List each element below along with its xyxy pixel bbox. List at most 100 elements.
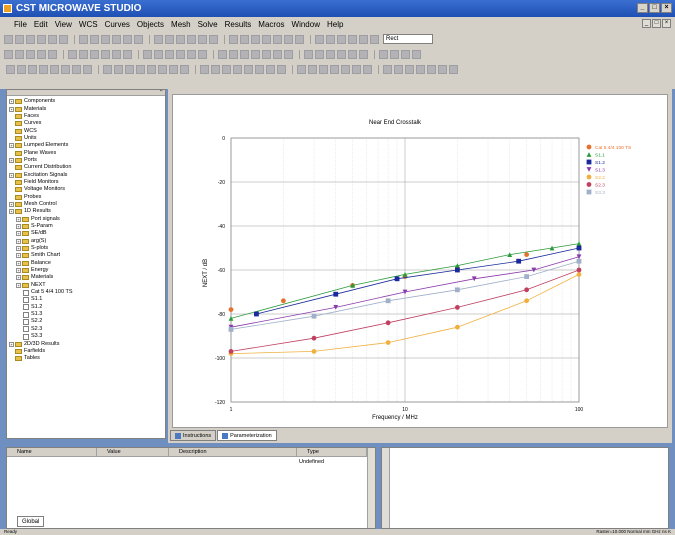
mdi-minimize-button[interactable]: _ xyxy=(642,19,651,28)
tree-node[interactable]: S2.3 xyxy=(9,326,165,333)
tree-node[interactable]: +2D/3D Results xyxy=(9,340,165,347)
tab-parameterization[interactable]: Parameterization xyxy=(217,430,277,441)
tree-node[interactable]: +1D Results xyxy=(9,208,165,215)
toolbar-button-icon[interactable] xyxy=(165,49,174,59)
toolbar-button-icon[interactable] xyxy=(341,64,350,74)
toolbar-button-icon[interactable] xyxy=(134,34,143,44)
tree-node[interactable]: + Energy xyxy=(9,267,165,274)
menu-window[interactable]: Window xyxy=(291,19,320,29)
toolbar-button-icon[interactable] xyxy=(48,49,57,59)
toolbar-button-icon[interactable] xyxy=(359,49,368,59)
expand-icon[interactable]: + xyxy=(9,172,14,178)
toolbar-button-icon[interactable] xyxy=(326,34,335,44)
toolbar-button-icon[interactable] xyxy=(251,34,260,44)
menu-results[interactable]: Results xyxy=(224,19,252,29)
toolbar-button-icon[interactable] xyxy=(112,34,121,44)
toolbar-button-icon[interactable] xyxy=(370,34,379,44)
tree-node[interactable]: + NEXT xyxy=(9,282,165,289)
expand-icon[interactable]: + xyxy=(16,238,21,244)
toolbar-button-icon[interactable] xyxy=(136,64,145,74)
toolbar-button-icon[interactable] xyxy=(61,64,70,74)
expand-icon[interactable]: + xyxy=(9,341,14,347)
toolbar-button-icon[interactable] xyxy=(412,49,421,59)
tree-node[interactable]: Curves xyxy=(9,120,165,127)
menu-view[interactable]: View xyxy=(54,19,72,29)
expand-icon[interactable]: + xyxy=(16,275,21,281)
toolbar-button-icon[interactable] xyxy=(200,64,209,74)
toolbar-button-icon[interactable] xyxy=(79,49,88,59)
expand-icon[interactable]: + xyxy=(9,201,14,207)
toolbar-button-icon[interactable] xyxy=(363,64,372,74)
toolbar-button-icon[interactable] xyxy=(169,64,178,74)
expand-icon[interactable]: + xyxy=(9,99,14,105)
toolbar-button-icon[interactable] xyxy=(17,64,26,74)
toolbar-button-icon[interactable] xyxy=(304,49,313,59)
menu-file[interactable]: File xyxy=(14,19,27,29)
toolbar-button-icon[interactable] xyxy=(315,49,324,59)
toolbar-button-icon[interactable] xyxy=(187,34,196,44)
tree-node[interactable]: + Excitation Signals xyxy=(9,171,165,178)
expand-icon[interactable]: + xyxy=(16,231,21,237)
toolbar-button-icon[interactable] xyxy=(154,34,163,44)
expand-icon[interactable]: + xyxy=(9,106,14,112)
toolbar-button-icon[interactable] xyxy=(37,34,46,44)
toolbar-button-icon[interactable] xyxy=(337,34,346,44)
expand-icon[interactable]: + xyxy=(16,253,21,259)
toolbar-button-icon[interactable] xyxy=(295,34,304,44)
tree-node[interactable]: WCS xyxy=(9,127,165,134)
toolbar-button-icon[interactable] xyxy=(383,64,392,74)
tree-node[interactable]: + SE/dB xyxy=(9,230,165,237)
toolbar-button-icon[interactable] xyxy=(284,34,293,44)
tab-global[interactable]: Global xyxy=(17,516,45,527)
toolbar-button-icon[interactable] xyxy=(390,49,399,59)
toolbar-button-icon[interactable] xyxy=(262,49,271,59)
toolbar-button-icon[interactable] xyxy=(449,64,458,74)
toolbar-button-icon[interactable] xyxy=(6,64,15,74)
tree-node[interactable]: + Materials xyxy=(9,105,165,112)
menu-macros[interactable]: Macros xyxy=(258,19,285,29)
toolbar-button-icon[interactable] xyxy=(37,49,46,59)
toolbar-button-icon[interactable] xyxy=(222,64,231,74)
toolbar-button-icon[interactable] xyxy=(352,64,361,74)
expand-icon[interactable]: + xyxy=(16,282,21,288)
expand-icon[interactable]: + xyxy=(9,143,14,149)
tree-node[interactable]: Faces xyxy=(9,113,165,120)
toolbar-button-icon[interactable] xyxy=(229,49,238,59)
toolbar-button-icon[interactable] xyxy=(251,49,260,59)
maximize-button[interactable]: □ xyxy=(649,3,660,13)
menu-mesh[interactable]: Mesh xyxy=(171,19,191,29)
toolbar-button-icon[interactable] xyxy=(123,49,132,59)
toolbar-button-icon[interactable] xyxy=(90,34,99,44)
expand-icon[interactable]: + xyxy=(16,246,21,252)
toolbar-button-icon[interactable] xyxy=(125,64,134,74)
toolbar-button-icon[interactable] xyxy=(26,34,35,44)
toolbar-button-icon[interactable] xyxy=(158,64,167,74)
menu-curves[interactable]: Curves xyxy=(104,19,130,29)
tree-node[interactable]: + S-plots xyxy=(9,245,165,252)
tree-node[interactable]: + Ports xyxy=(9,157,165,164)
toolbar-button-icon[interactable] xyxy=(26,49,35,59)
column-type[interactable]: Type xyxy=(297,448,367,456)
toolbar-button-icon[interactable] xyxy=(297,64,306,74)
toolbar-button-icon[interactable] xyxy=(348,49,357,59)
expand-icon[interactable]: + xyxy=(16,260,21,266)
toolbar-button-icon[interactable] xyxy=(266,64,275,74)
toolbar-button-icon[interactable] xyxy=(72,64,81,74)
tab-instructions[interactable]: Instructions xyxy=(170,430,217,441)
toolbar-button-icon[interactable] xyxy=(68,49,77,59)
toolbar-button-icon[interactable] xyxy=(273,34,282,44)
column-description[interactable]: Description xyxy=(169,448,297,456)
toolbar-button-icon[interactable] xyxy=(187,49,196,59)
toolbar-button-icon[interactable] xyxy=(319,64,328,74)
mdi-restore-button[interactable]: □ xyxy=(652,19,661,28)
toolbar-button-icon[interactable] xyxy=(176,49,185,59)
minimize-button[interactable]: _ xyxy=(637,3,648,13)
toolbar-button-icon[interactable] xyxy=(359,34,368,44)
toolbar-button-icon[interactable] xyxy=(48,34,57,44)
toolbar-button-icon[interactable] xyxy=(405,64,414,74)
toolbar-button-icon[interactable] xyxy=(401,49,410,59)
toolbar-button-icon[interactable] xyxy=(337,49,346,59)
tree-node[interactable]: Voltage Monitors xyxy=(9,186,165,193)
menu-help[interactable]: Help xyxy=(326,19,344,29)
expand-icon[interactable]: + xyxy=(9,209,14,215)
